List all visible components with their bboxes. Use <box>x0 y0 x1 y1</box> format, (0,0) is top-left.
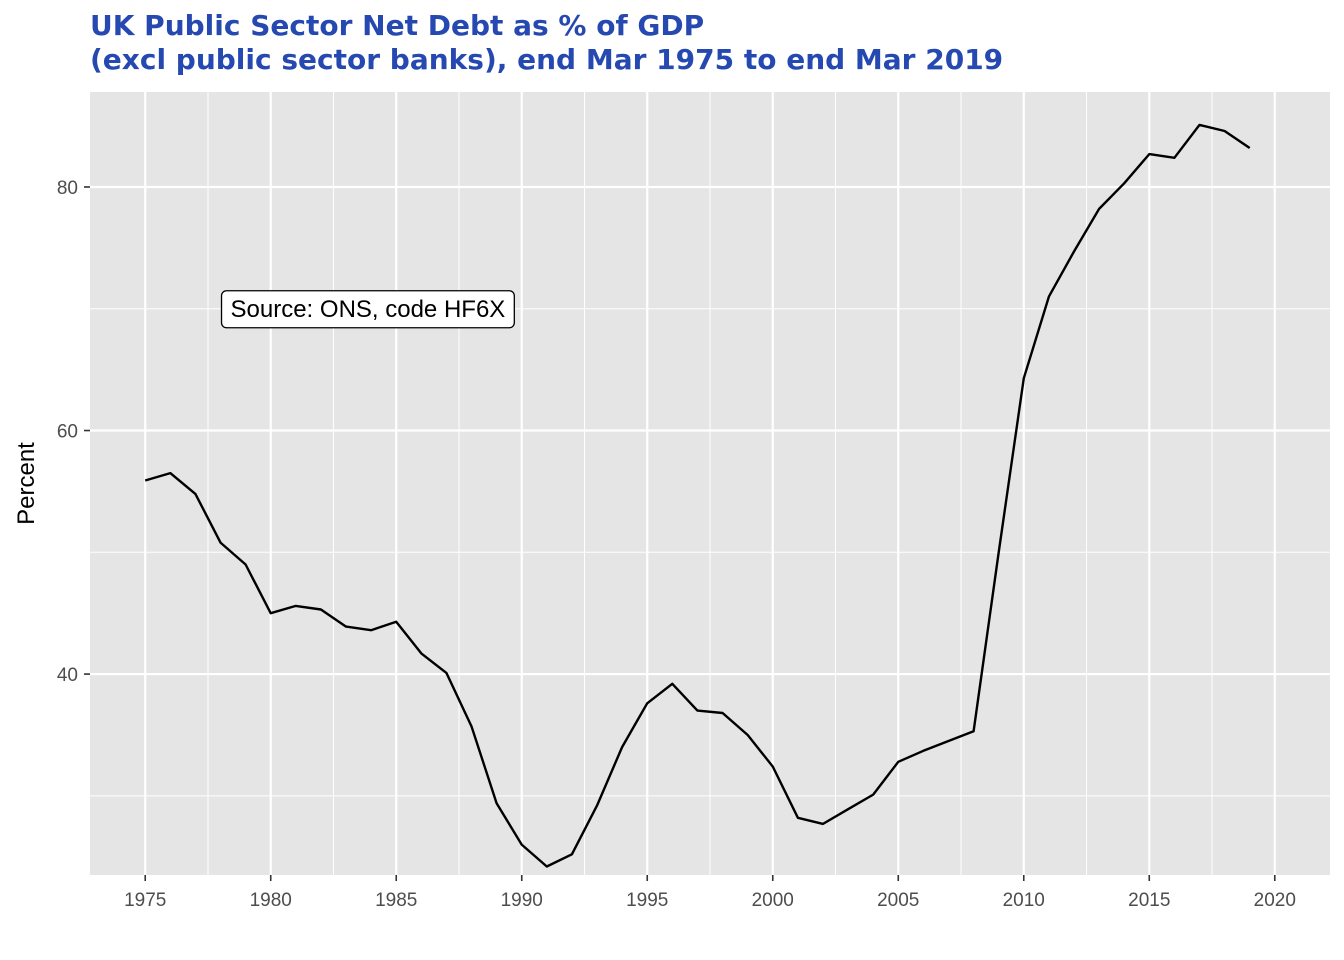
x-tick-label: 1980 <box>250 890 292 911</box>
source-annotation: Source: ONS, code HF6X <box>220 290 515 329</box>
x-tick-label: 1975 <box>124 890 166 911</box>
annotation-label: Source: ONS, code HF6X <box>231 296 506 323</box>
major-gridlines <box>90 92 1330 875</box>
axis-ticks <box>84 186 1276 881</box>
series-line <box>144 123 1251 868</box>
chart-subtitle: (excl public sector banks), end Mar 1975… <box>90 43 1004 76</box>
y-tick-label: 60 <box>57 422 78 443</box>
x-tick-label: 1990 <box>501 890 543 911</box>
annotation-box <box>220 290 515 329</box>
series-layer <box>144 123 1251 868</box>
chart-title: UK Public Sector Net Debt as % of GDP <box>90 9 705 42</box>
x-tick-label: 1985 <box>375 890 417 911</box>
y-axis-title: Percent <box>13 442 40 525</box>
y-tick-label: 80 <box>57 178 78 199</box>
x-tick-label: 2010 <box>1003 890 1045 911</box>
x-tick-label: 2005 <box>877 890 919 911</box>
x-tick-label: 2015 <box>1128 890 1170 911</box>
y-axis-tick-labels: 40 60 80 <box>57 178 78 686</box>
x-tick-label: 2000 <box>752 890 794 911</box>
x-tick-label: 2020 <box>1254 890 1296 911</box>
y-tick-label: 40 <box>57 665 78 686</box>
x-axis-tick-labels: 1975 1980 1985 1990 1995 2000 2005 2010 2015 2020 <box>124 890 1296 911</box>
x-tick-label: 1995 <box>626 890 668 911</box>
